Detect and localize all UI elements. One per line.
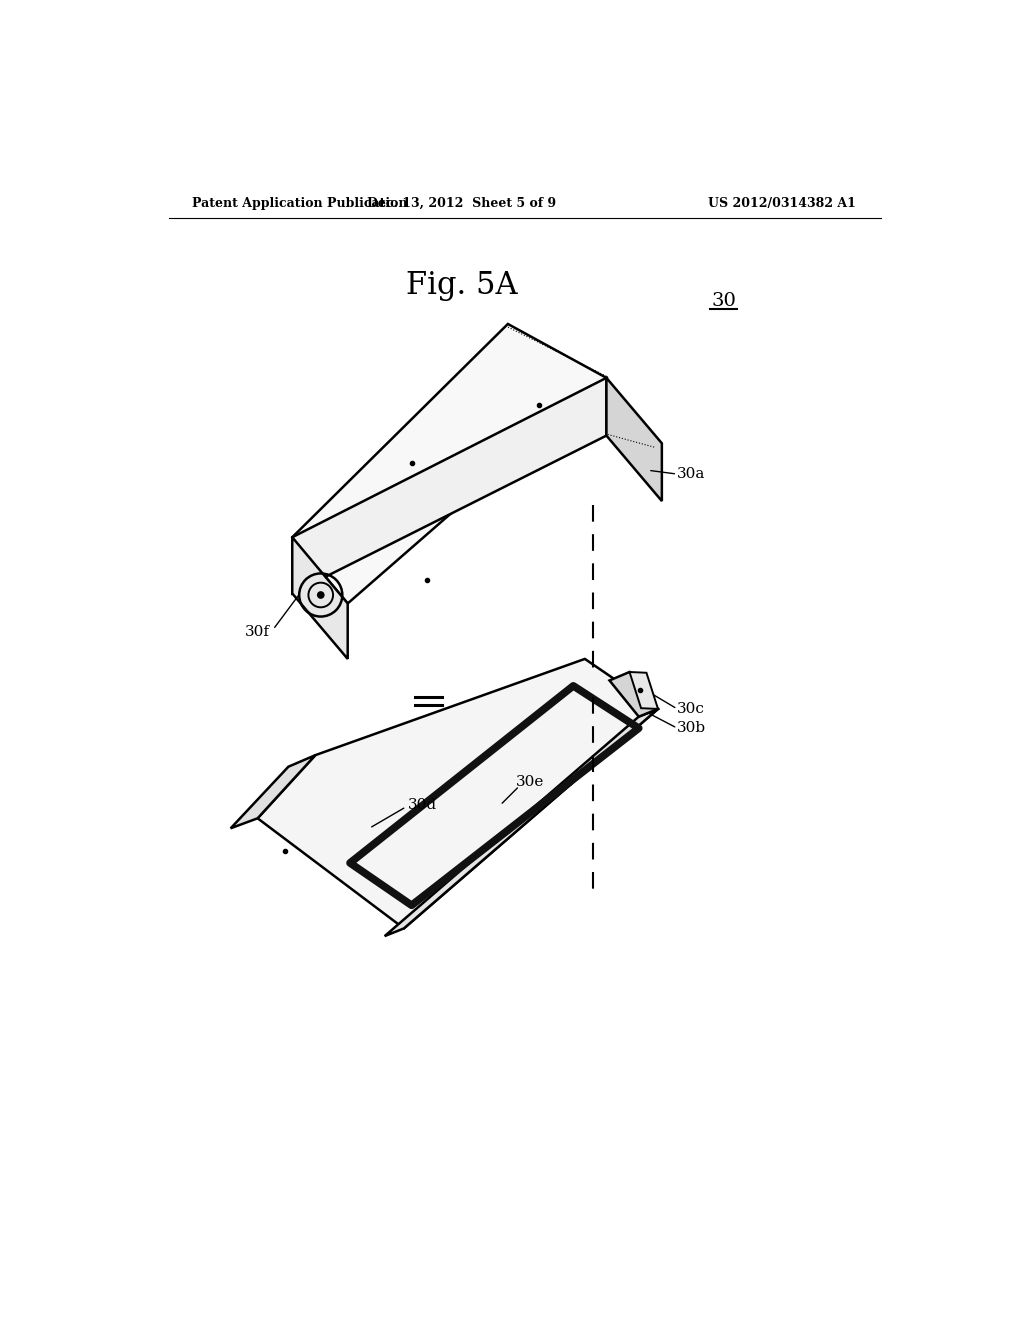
Polygon shape xyxy=(385,709,658,936)
Polygon shape xyxy=(630,672,658,709)
Polygon shape xyxy=(258,659,658,928)
Circle shape xyxy=(316,591,325,599)
Text: 30e: 30e xyxy=(515,775,544,789)
Text: 30d: 30d xyxy=(408,799,437,812)
Text: 30b: 30b xyxy=(677,721,707,735)
Text: 30: 30 xyxy=(711,292,736,310)
Text: US 2012/0314382 A1: US 2012/0314382 A1 xyxy=(708,197,856,210)
Text: Dec. 13, 2012  Sheet 5 of 9: Dec. 13, 2012 Sheet 5 of 9 xyxy=(367,197,556,210)
Text: Fig. 5A: Fig. 5A xyxy=(406,271,517,301)
Polygon shape xyxy=(606,378,662,502)
Text: 30f: 30f xyxy=(245,624,269,639)
Polygon shape xyxy=(609,672,658,717)
Polygon shape xyxy=(292,378,606,594)
Polygon shape xyxy=(292,323,606,603)
Polygon shape xyxy=(292,537,348,659)
Text: 30a: 30a xyxy=(677,467,706,480)
Text: 30c: 30c xyxy=(677,702,706,715)
Text: Patent Application Publication: Patent Application Publication xyxy=(193,197,408,210)
Polygon shape xyxy=(230,755,315,829)
